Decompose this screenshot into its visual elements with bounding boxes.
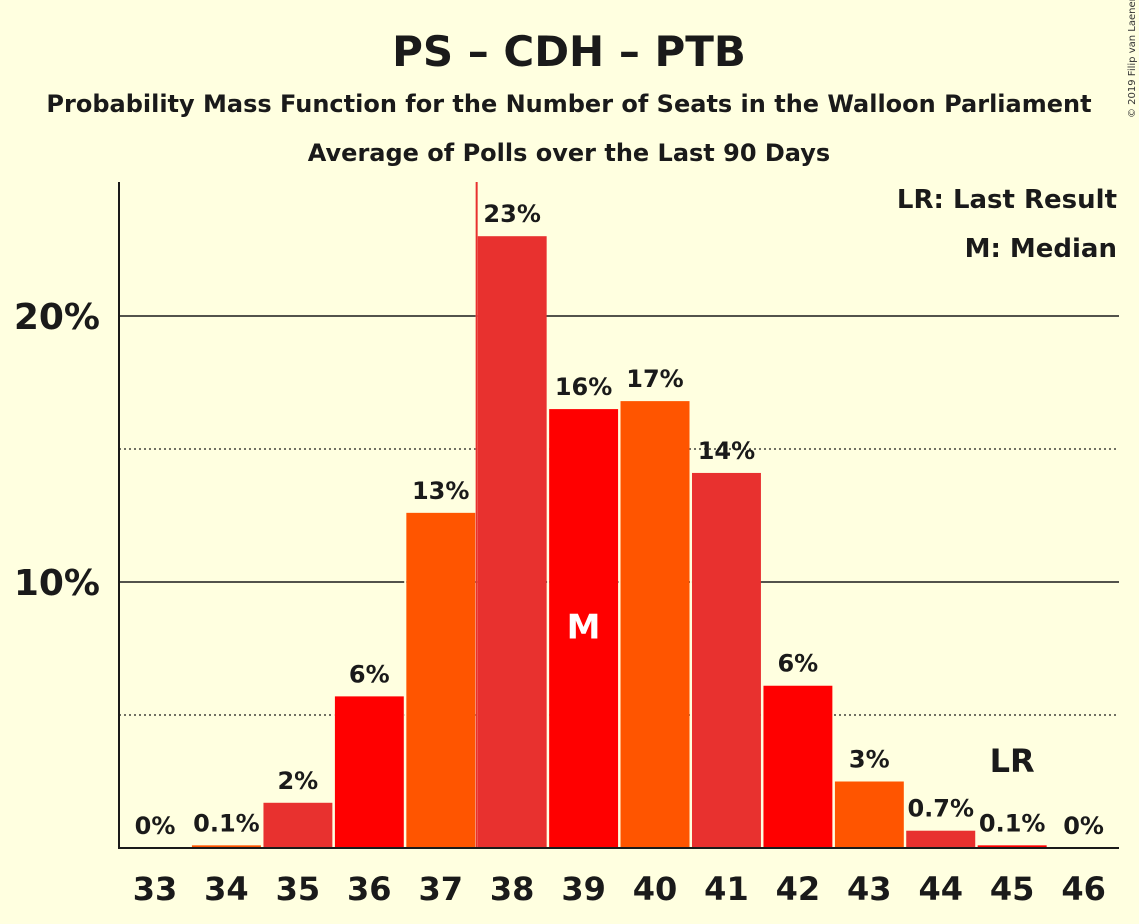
bar-gap-36 bbox=[332, 695, 335, 848]
value-label-38: 23% bbox=[483, 200, 540, 228]
bars bbox=[191, 235, 1047, 848]
value-labels: 0% 0.1%2%6%13%23%16% 17%14%6%3%0.7%0.1% 0% bbox=[135, 200, 1104, 840]
legend-last-result: LR: Last Result bbox=[897, 185, 1117, 215]
y-tick-10: 10% bbox=[14, 563, 100, 604]
chart-subtitle-2: Average of Polls over the Last 90 Days bbox=[308, 139, 830, 167]
value-label-33: 0% bbox=[135, 812, 176, 840]
last-result-marker: LR bbox=[990, 742, 1035, 780]
value-label-43: 3% bbox=[849, 746, 890, 774]
value-label-44: 0.7% bbox=[907, 795, 974, 823]
y-tick-20: 20% bbox=[14, 297, 100, 338]
x-tick-42: 42 bbox=[776, 870, 821, 908]
chart-title: PS – CDH – PTB bbox=[392, 27, 746, 76]
x-tick-38: 38 bbox=[490, 870, 535, 908]
bar-gap-42 bbox=[761, 684, 764, 848]
bar-44 bbox=[906, 830, 976, 848]
value-label-46: 0% bbox=[1063, 812, 1104, 840]
x-tick-34: 34 bbox=[204, 870, 249, 908]
bar-35 bbox=[263, 802, 333, 848]
bar-gap-43 bbox=[832, 780, 835, 848]
markers: M LR bbox=[475, 182, 1035, 848]
median-marker: M bbox=[567, 608, 601, 648]
x-tick-33: 33 bbox=[133, 870, 178, 908]
bar-41 bbox=[691, 472, 761, 848]
value-label-34: 0.1% bbox=[193, 809, 260, 837]
x-tick-36: 36 bbox=[347, 870, 392, 908]
bar-45 bbox=[977, 845, 1047, 848]
value-label-41: 14% bbox=[698, 437, 755, 465]
bar-40 bbox=[620, 401, 690, 848]
copyright-text: © 2019 Filip van Laenen bbox=[1127, 0, 1138, 118]
value-label-35: 2% bbox=[277, 767, 318, 795]
bar-gap-37 bbox=[404, 511, 407, 848]
value-label-45: 0.1% bbox=[979, 809, 1046, 837]
bar-38 bbox=[477, 236, 547, 848]
bar-43 bbox=[834, 781, 904, 848]
value-label-37: 13% bbox=[412, 477, 469, 505]
bar-gap-40 bbox=[618, 400, 621, 848]
x-tick-39: 39 bbox=[561, 870, 606, 908]
legend-median: M: Median bbox=[965, 234, 1117, 264]
x-tick-46: 46 bbox=[1061, 870, 1106, 908]
x-tick-37: 37 bbox=[418, 870, 463, 908]
x-tick-44: 44 bbox=[918, 870, 963, 908]
bar-37 bbox=[406, 512, 476, 848]
bar-36 bbox=[334, 696, 404, 848]
bar-gap-35 bbox=[261, 801, 264, 848]
bar-42 bbox=[763, 685, 833, 848]
chart-subtitle: Probability Mass Function for the Number… bbox=[46, 90, 1091, 118]
value-label-39: 16% bbox=[555, 373, 612, 401]
y-tick-labels: 10% 20% bbox=[14, 297, 100, 604]
x-tick-35: 35 bbox=[276, 870, 321, 908]
value-label-42: 6% bbox=[777, 650, 818, 678]
value-label-36: 6% bbox=[349, 660, 390, 688]
bar-39 bbox=[549, 409, 619, 848]
bar-34 bbox=[191, 845, 261, 848]
value-label-40: 17% bbox=[626, 365, 683, 393]
x-tick-40: 40 bbox=[633, 870, 678, 908]
x-tick-labels: 33 34 35 36 37 38 39 40 41 42 43 44 45 46 bbox=[133, 870, 1106, 908]
x-tick-45: 45 bbox=[990, 870, 1035, 908]
bar-gap-39 bbox=[547, 408, 550, 848]
x-tick-41: 41 bbox=[704, 870, 749, 908]
bar-gap-41 bbox=[689, 471, 692, 848]
x-tick-43: 43 bbox=[847, 870, 892, 908]
